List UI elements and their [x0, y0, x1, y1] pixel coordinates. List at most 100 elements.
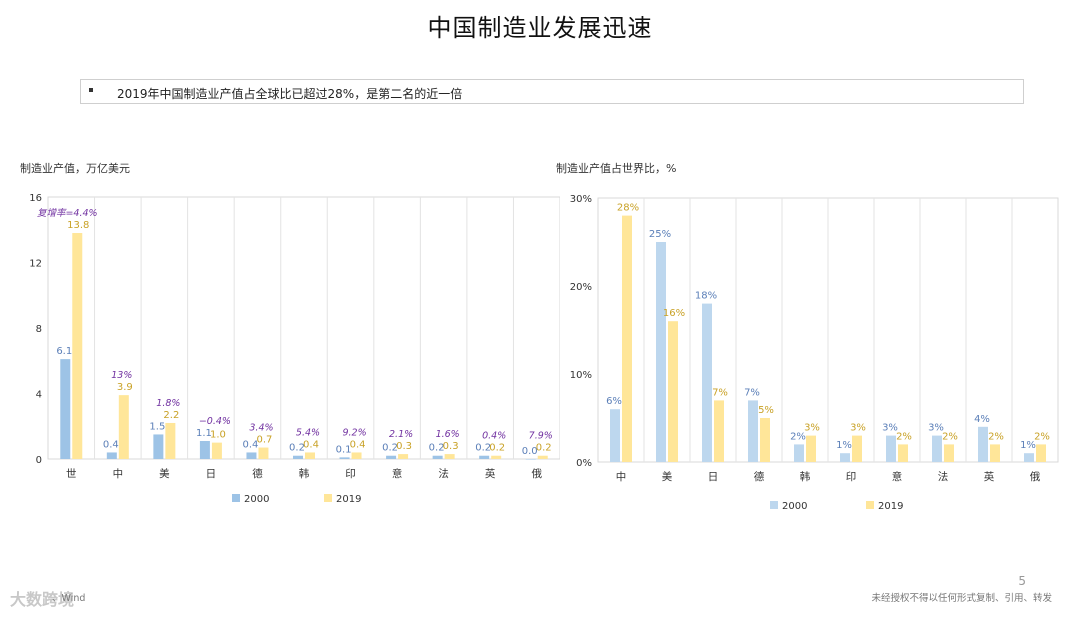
growth-rate-annotation: 1.8% [156, 398, 180, 409]
growth-rate-annotation: 5.4% [296, 427, 320, 438]
bar-2019 [898, 444, 908, 462]
x-category-label: 法 [438, 467, 449, 480]
data-label-2019: 16% [663, 308, 685, 319]
data-label-2019: 0.3 [396, 441, 412, 452]
bar-2000 [106, 452, 117, 459]
bar-2019 [444, 454, 455, 459]
x-category-label: 世 [66, 468, 77, 480]
data-label-2019: 0.3 [443, 441, 459, 452]
y-tick-label: 10% [570, 370, 592, 381]
data-label-2000: 0.4 [103, 439, 119, 450]
left-chart-label: 制造业产值，万亿美元 [20, 162, 130, 175]
data-label-2000: 0.2 [289, 443, 305, 454]
plot-frame [47, 196, 560, 460]
bar-2019 [537, 455, 548, 459]
bar-2019 [852, 435, 862, 462]
bar-2019 [760, 418, 770, 462]
key-message-text: 2019年中国制造业产值占全球比已超过28%，是第二名的近一倍 [117, 87, 463, 101]
copyright-note: 未经授权不得以任何形式复制、引用、转发 [871, 593, 1052, 604]
x-category-label: 意 [892, 470, 903, 483]
x-category-label: 印 [846, 471, 857, 483]
left-bar-chart: 04812166.113.8复增率=4.4%世0.43.913%中1.52.21… [29, 193, 560, 505]
x-category-label: 俄 [531, 468, 542, 480]
x-category-label: 日 [206, 468, 217, 480]
data-label-2000: 6.1 [56, 346, 72, 357]
legend-swatch-2019 [866, 501, 874, 509]
right-bar-chart: 0%10%20%30%6%28%中25%16%美18%7%日7%5%德2%3%韩… [570, 194, 1059, 512]
bar-2019 [351, 452, 362, 459]
growth-rate-annotation: 复增率=4.4% [37, 207, 98, 219]
data-label-2019: 1.0 [210, 430, 226, 441]
bar-2019 [944, 444, 954, 462]
bar-2000 [525, 459, 536, 460]
growth-rate-annotation: 3.4% [249, 423, 273, 434]
data-label-2019: 2% [896, 431, 912, 442]
bar-2000 [656, 242, 666, 462]
y-tick-label: 0% [576, 458, 592, 469]
bar-2019 [211, 442, 222, 459]
x-category-label: 英 [984, 470, 995, 483]
legend-swatch-2000 [232, 494, 240, 502]
key-message-box: 2019年中国制造业产值占全球比已超过28%，是第二名的近一倍 [80, 79, 1024, 104]
growth-rate-annotation: 7.9% [529, 431, 553, 442]
data-label-2000: 6% [606, 396, 622, 407]
bar-2000 [978, 426, 988, 462]
x-category-label: 法 [938, 470, 949, 483]
bar-2019 [72, 233, 83, 459]
x-category-label: 日 [708, 471, 719, 483]
legend-label-2000: 2000 [244, 494, 269, 505]
y-tick-label: 30% [570, 194, 592, 205]
bar-2000 [479, 455, 490, 459]
data-label-2000: 1% [836, 440, 852, 451]
y-tick-label: 20% [570, 282, 592, 293]
legend-swatch-2000 [770, 501, 778, 509]
data-label-2019: 3.9 [117, 382, 133, 393]
data-label-2000: 3% [928, 423, 944, 434]
growth-rate-annotation: 2.1% [389, 429, 413, 440]
x-category-label: 中 [616, 470, 627, 483]
data-label-2000: 25% [649, 229, 671, 240]
bar-2019 [118, 395, 129, 459]
bar-2000 [840, 453, 850, 462]
data-label-2019: 0.4 [303, 439, 319, 450]
bar-2000 [246, 452, 257, 459]
bar-2019 [806, 435, 816, 462]
y-tick-label: 8 [36, 324, 42, 335]
legend-swatch-2019 [324, 494, 332, 502]
bar-2019 [398, 454, 409, 459]
legend-label-2000: 2000 [782, 501, 807, 512]
right-chart-label: 制造业产值占世界比，% [556, 162, 677, 175]
x-category-label: 印 [345, 468, 356, 480]
data-label-2019: 2.2 [163, 410, 179, 421]
bar-2019 [668, 321, 678, 462]
data-label-2000: 0.1 [336, 444, 352, 455]
watermark-logo: 大数跨境 [10, 590, 75, 609]
y-tick-label: 4 [36, 390, 42, 401]
bar-2019 [258, 447, 269, 459]
x-category-label: 韩 [299, 467, 310, 480]
data-label-2019: 7% [712, 387, 728, 398]
legend-label-2019: 2019 [878, 501, 903, 512]
data-label-2019: 2% [988, 431, 1004, 442]
x-category-label: 韩 [800, 470, 811, 483]
data-label-2000: 4% [974, 414, 990, 425]
data-label-2019: 28% [617, 203, 639, 214]
bar-2000 [932, 435, 942, 462]
legend-label-2019: 2019 [336, 494, 361, 505]
growth-rate-annotation: 0.4% [482, 431, 506, 442]
data-label-2000: 0.4 [243, 439, 259, 450]
growth-rate-annotation: 13% [111, 370, 132, 381]
data-label-2000: 1.5 [149, 421, 165, 432]
x-category-label: 美 [662, 470, 673, 483]
growth-rate-annotation: 9.2% [342, 427, 366, 438]
data-label-2000: 0.2 [382, 443, 398, 454]
bar-2000 [886, 435, 896, 462]
bar-2019 [491, 455, 502, 459]
bar-2019 [305, 452, 315, 459]
bar-2000 [199, 440, 210, 459]
bar-2000 [339, 457, 350, 459]
bar-2000 [153, 434, 164, 459]
data-label-2019: 0.7 [257, 435, 273, 446]
data-label-2019: 5% [758, 405, 774, 416]
x-category-label: 美 [159, 467, 170, 480]
